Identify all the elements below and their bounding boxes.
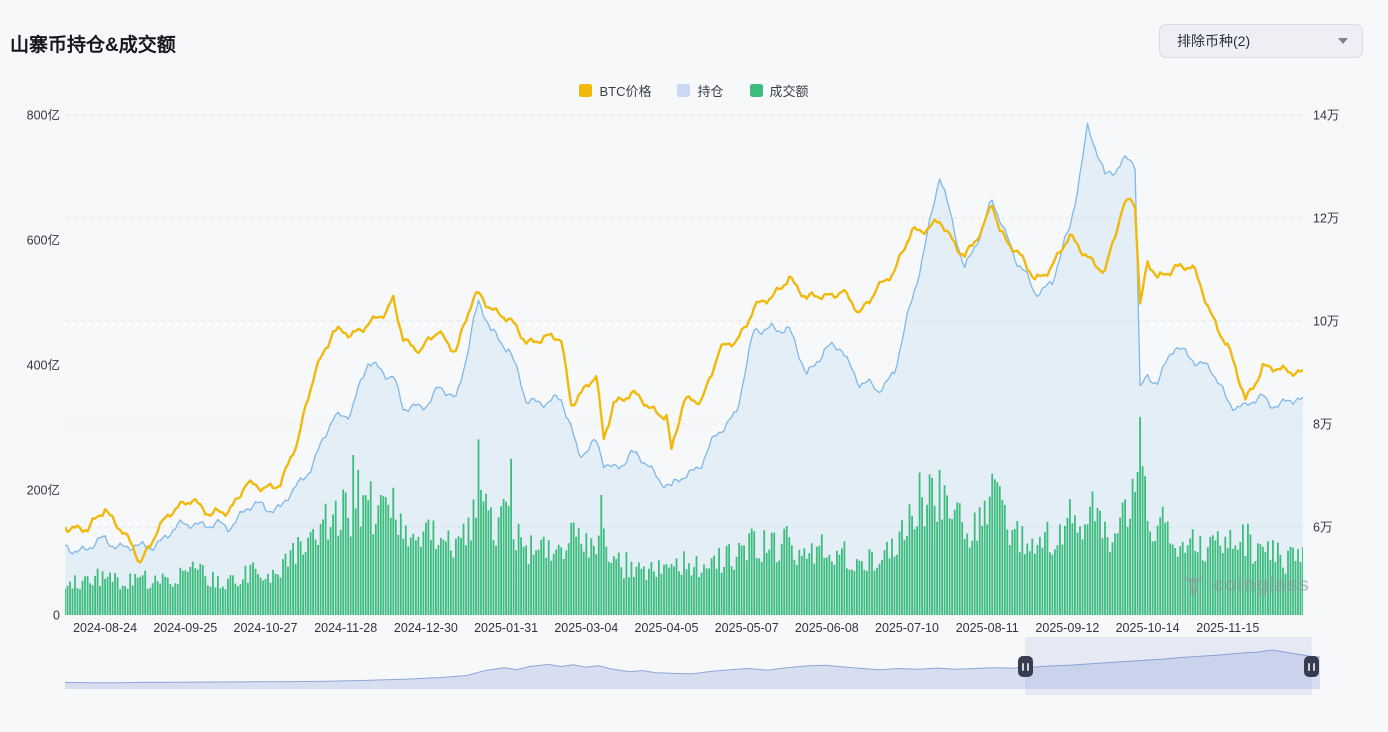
x-axis-tick: 2024-09-25 [153, 621, 217, 635]
x-axis-tick: 2025-06-08 [795, 621, 859, 635]
y-axis-left-tick: 800亿 [27, 108, 60, 123]
brush-line [64, 649, 1321, 684]
brush-handle-right[interactable] [1304, 656, 1320, 677]
y-axis-left-tick: 600亿 [27, 233, 60, 248]
y-axis-right-tick: 12万 [1313, 212, 1339, 226]
x-axis-tick: 2025-11-15 [1196, 621, 1259, 635]
y-axis-right-tick: 10万 [1313, 315, 1339, 329]
y-axis-left-tick: 200亿 [27, 483, 60, 498]
brush-selection[interactable] [1025, 637, 1312, 695]
x-axis-tick: 2025-04-05 [635, 621, 699, 635]
x-axis-tick: 2025-10-14 [1116, 621, 1180, 635]
legend-label-volume: 成交额 [769, 84, 809, 99]
coinglass-logo-icon [1183, 575, 1204, 596]
x-axis-tick: 2025-03-04 [554, 621, 618, 635]
watermark-text: coinglass [1213, 574, 1310, 596]
btc-price-line [65, 197, 1303, 564]
chart-legend: BTC价格 持仓 成交额 [0, 81, 1388, 100]
x-axis-tick: 2024-12-30 [394, 621, 458, 635]
dropdown-label: 排除币种(2) [1177, 33, 1251, 49]
exclude-coins-dropdown[interactable]: 排除币种(2) [1159, 24, 1363, 58]
x-axis-tick: 2024-10-27 [234, 621, 298, 635]
y-axis-left-tick: 0 [53, 609, 60, 623]
chevron-down-icon [1338, 38, 1348, 44]
holdings-line [65, 122, 1303, 555]
y-axis-right-tick: 6万 [1313, 521, 1332, 535]
volume-bars [65, 416, 1303, 615]
x-axis-tick: 2024-11-28 [314, 621, 377, 635]
legend-label-holdings: 持仓 [697, 84, 724, 99]
legend-label-btc-price: BTC价格 [599, 84, 652, 99]
x-axis-tick: 2025-05-07 [715, 621, 779, 635]
x-axis-tick: 2025-01-31 [474, 621, 538, 635]
legend-swatch-holdings [677, 84, 691, 97]
brush-handle-left[interactable] [1017, 656, 1033, 677]
x-axis-tick: 2025-07-10 [875, 621, 939, 635]
brush-area [65, 650, 1320, 689]
x-axis-tick: 2024-08-24 [73, 621, 137, 635]
holdings-area [65, 123, 1303, 616]
legend-swatch-volume [749, 84, 763, 97]
legend-item-btc-price[interactable]: BTC价格 [579, 81, 651, 100]
legend-swatch-btc-price [579, 84, 593, 97]
y-axis-right-tick: 8万 [1313, 418, 1332, 432]
legend-item-holdings[interactable]: 持仓 [677, 81, 724, 100]
x-axis-tick: 2025-09-12 [1035, 621, 1099, 635]
y-axis-right-tick: 14万 [1313, 109, 1339, 123]
y-axis-left-tick: 400亿 [27, 358, 60, 373]
watermark: coinglass [1181, 573, 1310, 598]
page-title: 山寨币持仓&成交额 [10, 35, 176, 56]
legend-item-volume[interactable]: 成交额 [749, 81, 809, 100]
x-axis-tick: 2025-08-11 [956, 621, 1019, 635]
